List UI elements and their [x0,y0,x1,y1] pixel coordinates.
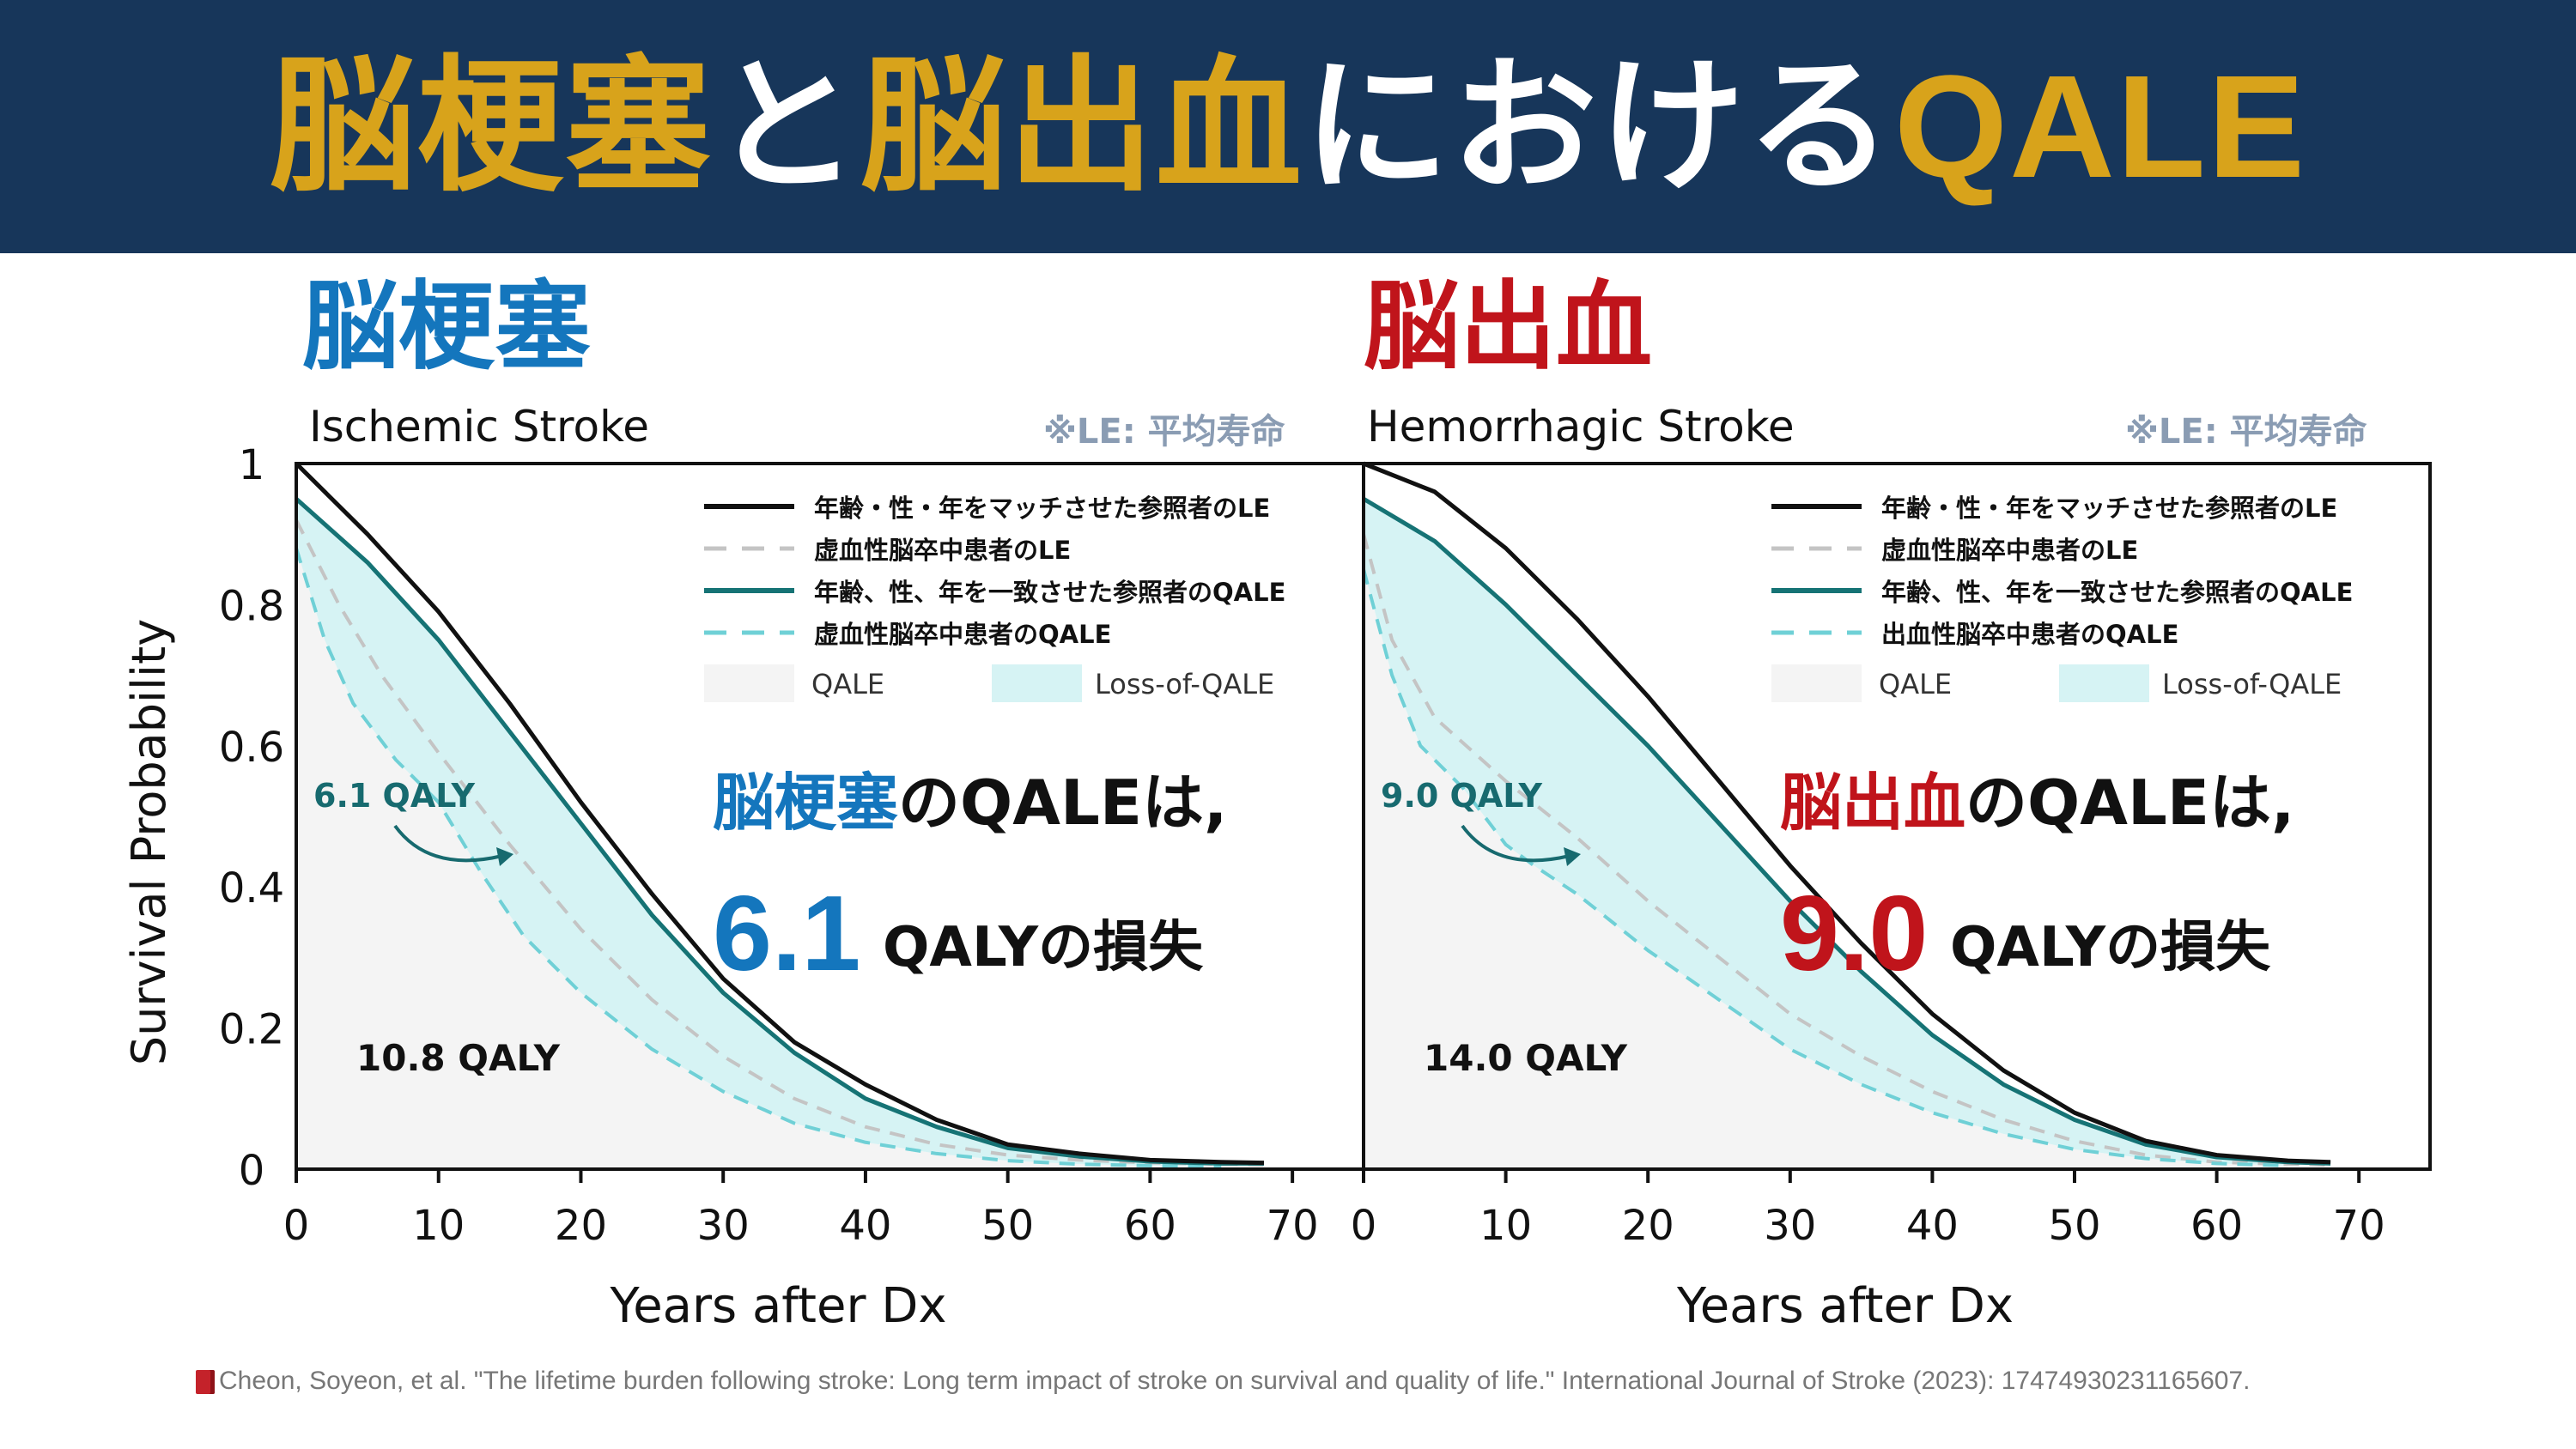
y-tick-label: 1 [239,441,265,489]
x-tick-label: 50 [981,1202,1034,1250]
x-tick-label: 70 [2333,1202,2385,1250]
callout-emphasis: 脳梗塞 [713,767,898,839]
series-line [1363,461,2331,1165]
legend-label: 年齢、性、年を一致させた参照者のQALE [814,578,1285,607]
callout-rest: のQALEは, [1965,767,2294,839]
x-tick-label: 60 [1124,1202,1176,1250]
x-tick-label: 40 [839,1202,891,1250]
ischemic-chart: 0 10 20 30 40 50 60 70 0 0.2 0.4 0.6 0.8 1 Years after… [122,441,1365,1334]
legend-label: 年齢・性・年をマッチさせた参照者のLE [1881,494,2337,523]
legend-label: 虚血性脳卒中患者のLE [814,536,1071,565]
callout-value: 9.0 [1780,875,1928,993]
y-tick-label: 0.4 [219,864,284,912]
y-axis-label: Survival Probability [122,619,176,1065]
hemorrhagic-heading: 脳出血 [1364,271,1652,383]
annotation-arrow [1461,824,1571,863]
legend-label: 出血性脳卒中患者のQALE [1881,620,2178,649]
citation-text: Cheon, Soyeon, et al. "The lifetime burd… [197,1367,2251,1396]
x-tick-label: 10 [412,1202,465,1250]
qale-area [1364,569,2288,1169]
callout-emphasis: 脳出血 [1780,767,1965,839]
callout-unit: QALYの損失 [1950,916,2271,979]
x-tick-label: 40 [1906,1202,1959,1250]
citation-body: Cheon, Soyeon, et al. "The lifetime burd… [219,1367,2251,1395]
loss-of-qale-area [296,499,1264,1167]
annotation-arrow [393,824,503,863]
qale-annotation: 14.0 QALY [1424,1037,1628,1079]
hemorrhagic-subtitle: Hemorrhagic Stroke [1367,402,1795,452]
plot-frame [1362,462,2432,1171]
book-icon [196,1370,215,1394]
ischemic-subtitle: Ischemic Stroke [309,402,650,452]
title-part: QALE [1893,45,2307,209]
legend-label: 虚血性脳卒中患者のLE [1881,536,2138,565]
hemorrhagic-le-note: ※LE: 平均寿命 [2125,412,2367,452]
series-line [1362,568,2288,1167]
page-title: 脳梗塞 と 脳出血 における QALE [0,0,2576,253]
x-tick-label: 50 [2048,1202,2100,1250]
y-tick-label: 0.6 [219,724,284,772]
hemorrhagic-chart: 0 10 20 30 40 50 60 70 Years after Dx 年齢・性・年をマッチさ… [1351,461,2432,1334]
x-tick-label: 70 [1267,1202,1319,1250]
x-tick-label: 0 [283,1202,310,1250]
y-tick-label: 0.2 [219,1006,284,1054]
series-line [295,548,1222,1168]
x-tick-label: 0 [1351,1202,1377,1250]
x-tick-label: 60 [2190,1202,2243,1250]
x-tick-label: 10 [1479,1202,1532,1250]
callout-rest: のQALEは, [898,767,1227,839]
y-tick-label: 0 [239,1147,265,1195]
x-axis-label: Years after Dx [1676,1278,2014,1334]
callout-value: 6.1 [713,875,860,993]
legend-label: Loss-of-QALE [2162,668,2342,700]
title-part: 脳出血 [860,41,1303,212]
legend-label: QALE [1879,668,1952,700]
callout-unit: QALYの損失 [883,916,1204,979]
legend-label: 年齢・性・年をマッチさせた参照者のLE [814,494,1270,523]
y-tick-label: 0.8 [219,582,284,630]
x-tick-label: 30 [1764,1202,1816,1250]
legend-qale-swatch [1771,664,1862,702]
legend-label: 年齢、性、年を一致させた参照者のQALE [1881,578,2353,607]
title-part: 脳梗塞 [269,41,713,212]
title-part: における [1303,41,1894,212]
legend-loss-swatch [2059,664,2149,702]
ischemic-heading: 脳梗塞 [302,271,591,383]
x-tick-label: 20 [555,1202,607,1250]
qale-annotation: 10.8 QALY [356,1037,561,1079]
series-line [1362,533,2331,1167]
ischemic-le-note: ※LE: 平均寿命 [1043,412,1285,452]
qale-area [296,548,1222,1169]
title-part: と [712,41,860,212]
x-tick-label: 30 [697,1202,750,1250]
legend-label: QALE [811,668,884,700]
callout-line-1: 脳梗塞のQALEは, [713,767,1227,839]
series-line [295,462,1265,1166]
annotation-arrowhead [1564,847,1581,866]
series-line [295,518,1265,1167]
loss-annotation: 9.0 QALY [1381,777,1543,815]
x-tick-label: 20 [1622,1202,1674,1250]
legend-qale-swatch [704,664,794,702]
legend-label: 虚血性脳卒中患者のQALE [814,620,1111,649]
legend-label: Loss-of-QALE [1095,668,1274,700]
callout-line-1: 脳出血のQALEは, [1780,767,2294,839]
annotation-arrowhead [496,847,513,866]
legend-loss-swatch [992,664,1082,702]
series-line [1362,496,2331,1166]
loss-annotation: 6.1 QALY [313,777,476,815]
x-axis-label: Years after Dx [609,1278,946,1334]
header-banner [0,0,2576,253]
